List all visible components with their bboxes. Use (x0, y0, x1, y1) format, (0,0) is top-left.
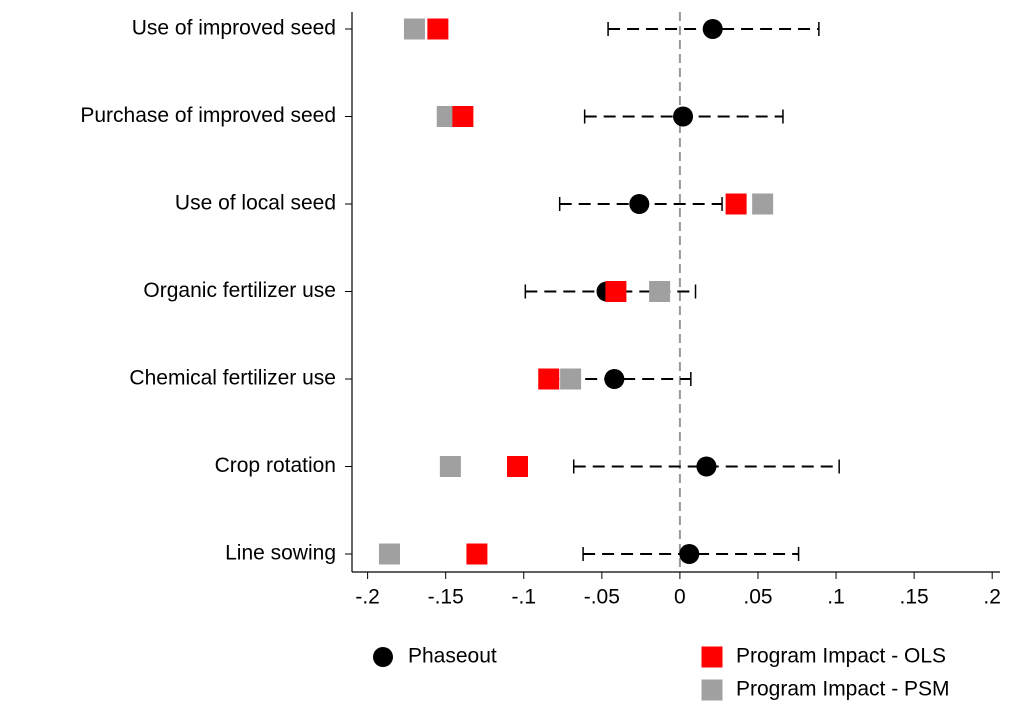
y-tick-label: Purchase of improved seed (80, 104, 336, 127)
point (725, 193, 747, 215)
x-tick-label: .05 (743, 586, 772, 609)
point (507, 456, 529, 477)
x-tick-label: -.05 (584, 586, 620, 609)
x-tick-label: -.2 (355, 586, 380, 609)
legend-label: Program Impact - PSM (736, 678, 950, 701)
point (649, 281, 671, 302)
point (378, 543, 400, 565)
legend-marker (373, 647, 393, 667)
point (538, 368, 560, 390)
point (629, 194, 650, 214)
y-tick-label: Chemical fertilizer use (129, 367, 336, 390)
point (452, 106, 474, 127)
x-tick-label: 0 (674, 586, 686, 609)
x-tick-label: .2 (983, 586, 1001, 609)
point (696, 456, 717, 477)
x-tick-label: .15 (900, 586, 929, 609)
y-tick-label: Use of improved seed (132, 17, 336, 40)
y-tick-label: Line sowing (225, 542, 336, 565)
point (427, 18, 449, 40)
legend-label: Program Impact - OLS (736, 645, 946, 668)
y-tick-label: Crop rotation (215, 454, 336, 477)
y-tick-label: Organic fertilizer use (143, 279, 336, 302)
point (604, 369, 625, 389)
point (439, 456, 461, 477)
point (560, 368, 582, 390)
point (466, 543, 488, 565)
x-tick-label: .1 (827, 586, 845, 609)
y-tick-label: Use of local seed (175, 192, 336, 215)
point (702, 19, 723, 39)
x-tick-label: -.1 (512, 586, 537, 609)
legend-marker (701, 646, 723, 668)
point (605, 281, 627, 302)
x-tick-label: -.15 (428, 586, 464, 609)
point (403, 18, 425, 40)
legend-label: Phaseout (408, 645, 497, 668)
point (752, 193, 774, 215)
point (673, 106, 694, 127)
legend-marker (701, 679, 723, 701)
point (679, 544, 700, 564)
